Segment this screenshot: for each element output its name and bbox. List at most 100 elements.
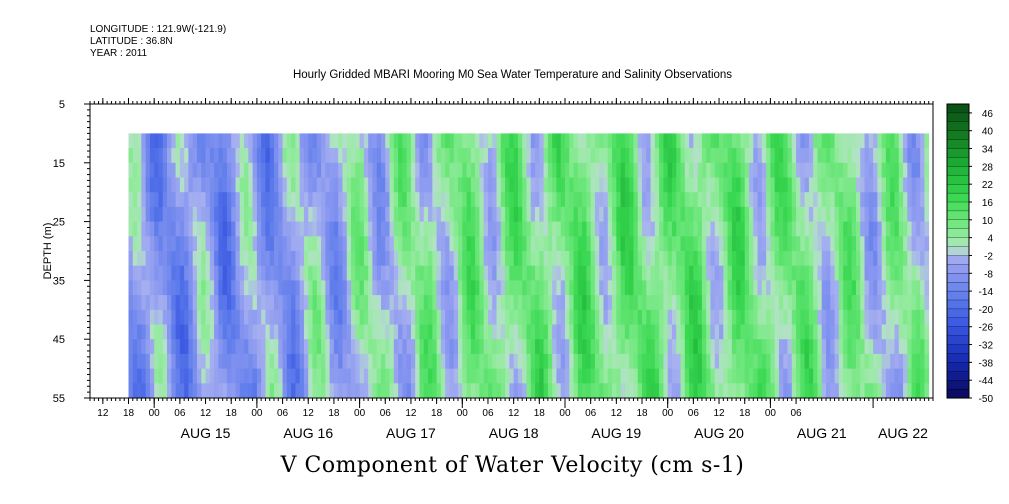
heatmap-cell — [637, 133, 643, 149]
heatmap-cell — [753, 280, 758, 296]
heatmap-cell — [920, 251, 925, 267]
heatmap-cell — [201, 368, 206, 384]
heatmap-cell — [218, 309, 224, 325]
heatmap-cell — [873, 162, 878, 178]
heatmap-cell — [231, 353, 236, 369]
heatmap-cell — [599, 353, 604, 369]
heatmap-cell — [748, 162, 754, 178]
heatmap-cell — [560, 368, 566, 384]
heatmap-cell — [697, 339, 703, 355]
x-tick-label: 18 — [328, 408, 340, 419]
heatmap-cell — [586, 383, 592, 399]
heatmap-cell — [380, 383, 386, 399]
heatmap-cell — [560, 192, 566, 208]
heatmap-cell — [659, 280, 664, 296]
heatmap-cell — [475, 280, 480, 296]
heatmap-cell — [393, 133, 399, 149]
heatmap-cell — [453, 383, 459, 399]
heatmap-cell — [325, 206, 331, 222]
heatmap-cell — [282, 162, 288, 178]
heatmap-cell — [291, 339, 296, 355]
heatmap-cell — [701, 324, 707, 340]
heatmap-cell — [663, 265, 669, 281]
heatmap-cell — [479, 280, 485, 296]
heatmap-cell — [778, 383, 784, 399]
heatmap-cell — [689, 177, 694, 193]
heatmap-cell — [410, 353, 416, 369]
heatmap-cell — [509, 368, 515, 384]
heatmap-cell — [719, 162, 724, 178]
heatmap-cell — [453, 177, 459, 193]
heatmap-cell — [402, 324, 408, 340]
heatmap-cell — [603, 177, 609, 193]
heatmap-cell — [569, 206, 574, 222]
heatmap-cell — [612, 295, 617, 311]
heatmap-cell — [924, 265, 930, 281]
heatmap-cell — [415, 206, 420, 222]
heatmap-cell — [744, 295, 750, 311]
heatmap-cell — [415, 177, 420, 193]
heatmap-cell — [710, 206, 716, 222]
heatmap-cell — [877, 295, 883, 311]
heatmap-cell — [158, 265, 164, 281]
heatmap-cell — [569, 265, 574, 281]
heatmap-cell — [800, 383, 806, 399]
heatmap-cell — [547, 309, 553, 325]
heatmap-cell — [389, 339, 395, 355]
heatmap-cell — [423, 324, 429, 340]
heatmap-cell — [582, 206, 587, 222]
heatmap-cell — [282, 368, 288, 384]
heatmap-cell — [351, 309, 356, 325]
heatmap-cell — [351, 353, 356, 369]
heatmap-cell — [864, 177, 870, 193]
heatmap-cell — [492, 295, 497, 311]
heatmap-cell — [710, 236, 716, 252]
heatmap-cell — [808, 148, 814, 164]
heatmap-cell — [731, 206, 737, 222]
heatmap-cell — [359, 251, 365, 267]
heatmap-cell — [667, 295, 673, 311]
heatmap-cell — [684, 368, 690, 384]
heatmap-cell — [500, 251, 506, 267]
heatmap-cell — [766, 192, 771, 208]
heatmap-cell — [192, 133, 198, 149]
heatmap-cell — [607, 339, 613, 355]
heatmap-cell — [252, 280, 258, 296]
heatmap-cell — [637, 368, 643, 384]
heatmap-cell — [556, 221, 562, 237]
heatmap-cell — [261, 383, 266, 399]
heatmap-cell — [406, 383, 412, 399]
heatmap-cell — [796, 353, 801, 369]
heatmap-cell — [509, 324, 515, 340]
heatmap-cell — [586, 339, 592, 355]
heatmap-cell — [308, 162, 313, 178]
heatmap-cell — [470, 251, 476, 267]
heatmap-cell — [646, 339, 651, 355]
heatmap-cell — [864, 206, 870, 222]
heatmap-cell — [855, 368, 861, 384]
heatmap-cell — [312, 206, 318, 222]
heatmap-cell — [552, 221, 557, 237]
heatmap-cell — [629, 368, 634, 384]
heatmap-cell — [325, 353, 331, 369]
heatmap-cell — [312, 368, 318, 384]
heatmap-cell — [573, 339, 579, 355]
heatmap-cell — [877, 177, 883, 193]
heatmap-cell — [847, 295, 853, 311]
heatmap-cell — [766, 280, 771, 296]
heatmap-cell — [218, 339, 224, 355]
heatmap-cell — [706, 251, 711, 267]
heatmap-cell — [286, 339, 292, 355]
heatmap-cell — [663, 280, 669, 296]
heatmap-cell — [556, 339, 562, 355]
heatmap-cell — [624, 368, 630, 384]
heatmap-cell — [539, 133, 544, 149]
heatmap-cell — [774, 192, 780, 208]
heatmap-cell — [167, 206, 172, 222]
heatmap-cell — [796, 192, 801, 208]
heatmap-cell — [248, 177, 254, 193]
heatmap-cell — [920, 324, 925, 340]
heatmap-cell — [706, 206, 711, 222]
heatmap-cell — [261, 251, 266, 267]
heatmap-cell — [753, 251, 758, 267]
